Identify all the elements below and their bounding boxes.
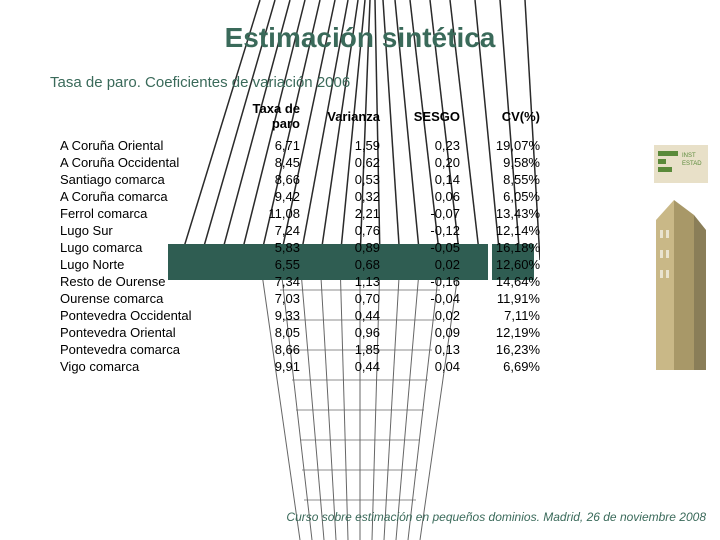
table-row: Ferrol comarca11,082,21-0,0713,43% [50,205,550,222]
cell-sesgo: 0,02 [390,256,470,273]
cell-cv: 12,14% [470,222,550,239]
cell-var: 0,62 [310,154,390,171]
cell-var: 0,44 [310,307,390,324]
cell-region: Pontevedra Oriental [50,324,220,341]
cell-region: Pontevedra Occidental [50,307,220,324]
table-row: Vigo comarca9,910,440,046,69% [50,358,550,375]
cell-cv: 7,11% [470,307,550,324]
table-row: Pontevedra Occidental9,330,440,027,11% [50,307,550,324]
cell-paro: 5,83 [220,239,310,256]
cell-paro: 6,55 [220,256,310,273]
cell-paro: 9,42 [220,188,310,205]
page-title: Estimación sintética [0,0,720,54]
cell-region: Lugo comarca [50,239,220,256]
cell-sesgo: 0,02 [390,307,470,324]
data-table-wrap: Taxa de paro Varianza SESGO CV(%) A Coru… [0,99,720,375]
cell-sesgo: 0,23 [390,137,470,154]
data-table: Taxa de paro Varianza SESGO CV(%) A Coru… [50,99,550,375]
table-row: Lugo comarca5,830,89-0,0516,18% [50,239,550,256]
cell-cv: 8,55% [470,171,550,188]
table-row: A Coruña Occidental8,450,620,209,58% [50,154,550,171]
table-row: Lugo Norte6,550,680,0212,60% [50,256,550,273]
cell-cv: 14,64% [470,273,550,290]
table-row: A Coruña comarca9,420,320,066,05% [50,188,550,205]
table-row: Santiago comarca8,660,530,148,55% [50,171,550,188]
cell-cv: 13,43% [470,205,550,222]
cell-var: 0,89 [310,239,390,256]
cell-paro: 6,71 [220,137,310,154]
cell-region: Pontevedra comarca [50,341,220,358]
col-cv-header: CV(%) [470,99,550,137]
cell-paro: 8,05 [220,324,310,341]
cell-paro: 9,33 [220,307,310,324]
cell-sesgo: 0,14 [390,171,470,188]
cell-cv: 16,23% [470,341,550,358]
cell-paro: 7,03 [220,290,310,307]
cell-sesgo: 0,06 [390,188,470,205]
col-region-header [50,99,220,137]
cell-cv: 6,69% [470,358,550,375]
col-var-header: Varianza [310,99,390,137]
cell-sesgo: 0,13 [390,341,470,358]
cell-paro: 7,34 [220,273,310,290]
cell-sesgo: -0,16 [390,273,470,290]
cell-region: A Coruña Occidental [50,154,220,171]
cell-region: Ferrol comarca [50,205,220,222]
subtitle: Tasa de paro. Coeficientes de variación … [0,54,720,99]
col-sesgo-header: SESGO [390,99,470,137]
cell-sesgo: -0,04 [390,290,470,307]
cell-paro: 11,08 [220,205,310,222]
cell-var: 0,96 [310,324,390,341]
cell-sesgo: -0,07 [390,205,470,222]
cell-var: 1,13 [310,273,390,290]
cell-sesgo: 0,20 [390,154,470,171]
cell-region: A Coruña comarca [50,188,220,205]
cell-region: Lugo Norte [50,256,220,273]
cell-sesgo: 0,09 [390,324,470,341]
cell-var: 0,53 [310,171,390,188]
table-row: Resto de Ourense7,341,13-0,1614,64% [50,273,550,290]
cell-region: Resto de Ourense [50,273,220,290]
table-row: Pontevedra comarca8,661,850,1316,23% [50,341,550,358]
cell-region: A Coruña Oriental [50,137,220,154]
cell-cv: 11,91% [470,290,550,307]
table-row: Ourense comarca7,030,70-0,0411,91% [50,290,550,307]
cell-region: Vigo comarca [50,358,220,375]
cell-sesgo: -0,12 [390,222,470,239]
cell-cv: 9,58% [470,154,550,171]
cell-var: 0,76 [310,222,390,239]
cell-region: Lugo Sur [50,222,220,239]
cell-paro: 8,66 [220,341,310,358]
cell-var: 2,21 [310,205,390,222]
cell-sesgo: -0,05 [390,239,470,256]
cell-paro: 8,66 [220,171,310,188]
table-row: A Coruña Oriental6,711,590,2319,07% [50,137,550,154]
cell-paro: 8,45 [220,154,310,171]
cell-var: 0,70 [310,290,390,307]
cell-var: 0,32 [310,188,390,205]
cell-paro: 9,91 [220,358,310,375]
cell-cv: 16,18% [470,239,550,256]
col-paro-header: Taxa de paro [220,99,310,137]
cell-cv: 19,07% [470,137,550,154]
cell-var: 0,68 [310,256,390,273]
cell-cv: 12,19% [470,324,550,341]
table-row: Pontevedra Oriental8,050,960,0912,19% [50,324,550,341]
cell-sesgo: 0,04 [390,358,470,375]
cell-var: 0,44 [310,358,390,375]
cell-region: Santiago comarca [50,171,220,188]
cell-cv: 12,60% [470,256,550,273]
table-row: Lugo Sur7,240,76-0,1212,14% [50,222,550,239]
cell-paro: 7,24 [220,222,310,239]
cell-var: 1,85 [310,341,390,358]
footer-text: Curso sobre estimación en pequeños domin… [286,510,706,524]
cell-var: 1,59 [310,137,390,154]
cell-cv: 6,05% [470,188,550,205]
cell-region: Ourense comarca [50,290,220,307]
